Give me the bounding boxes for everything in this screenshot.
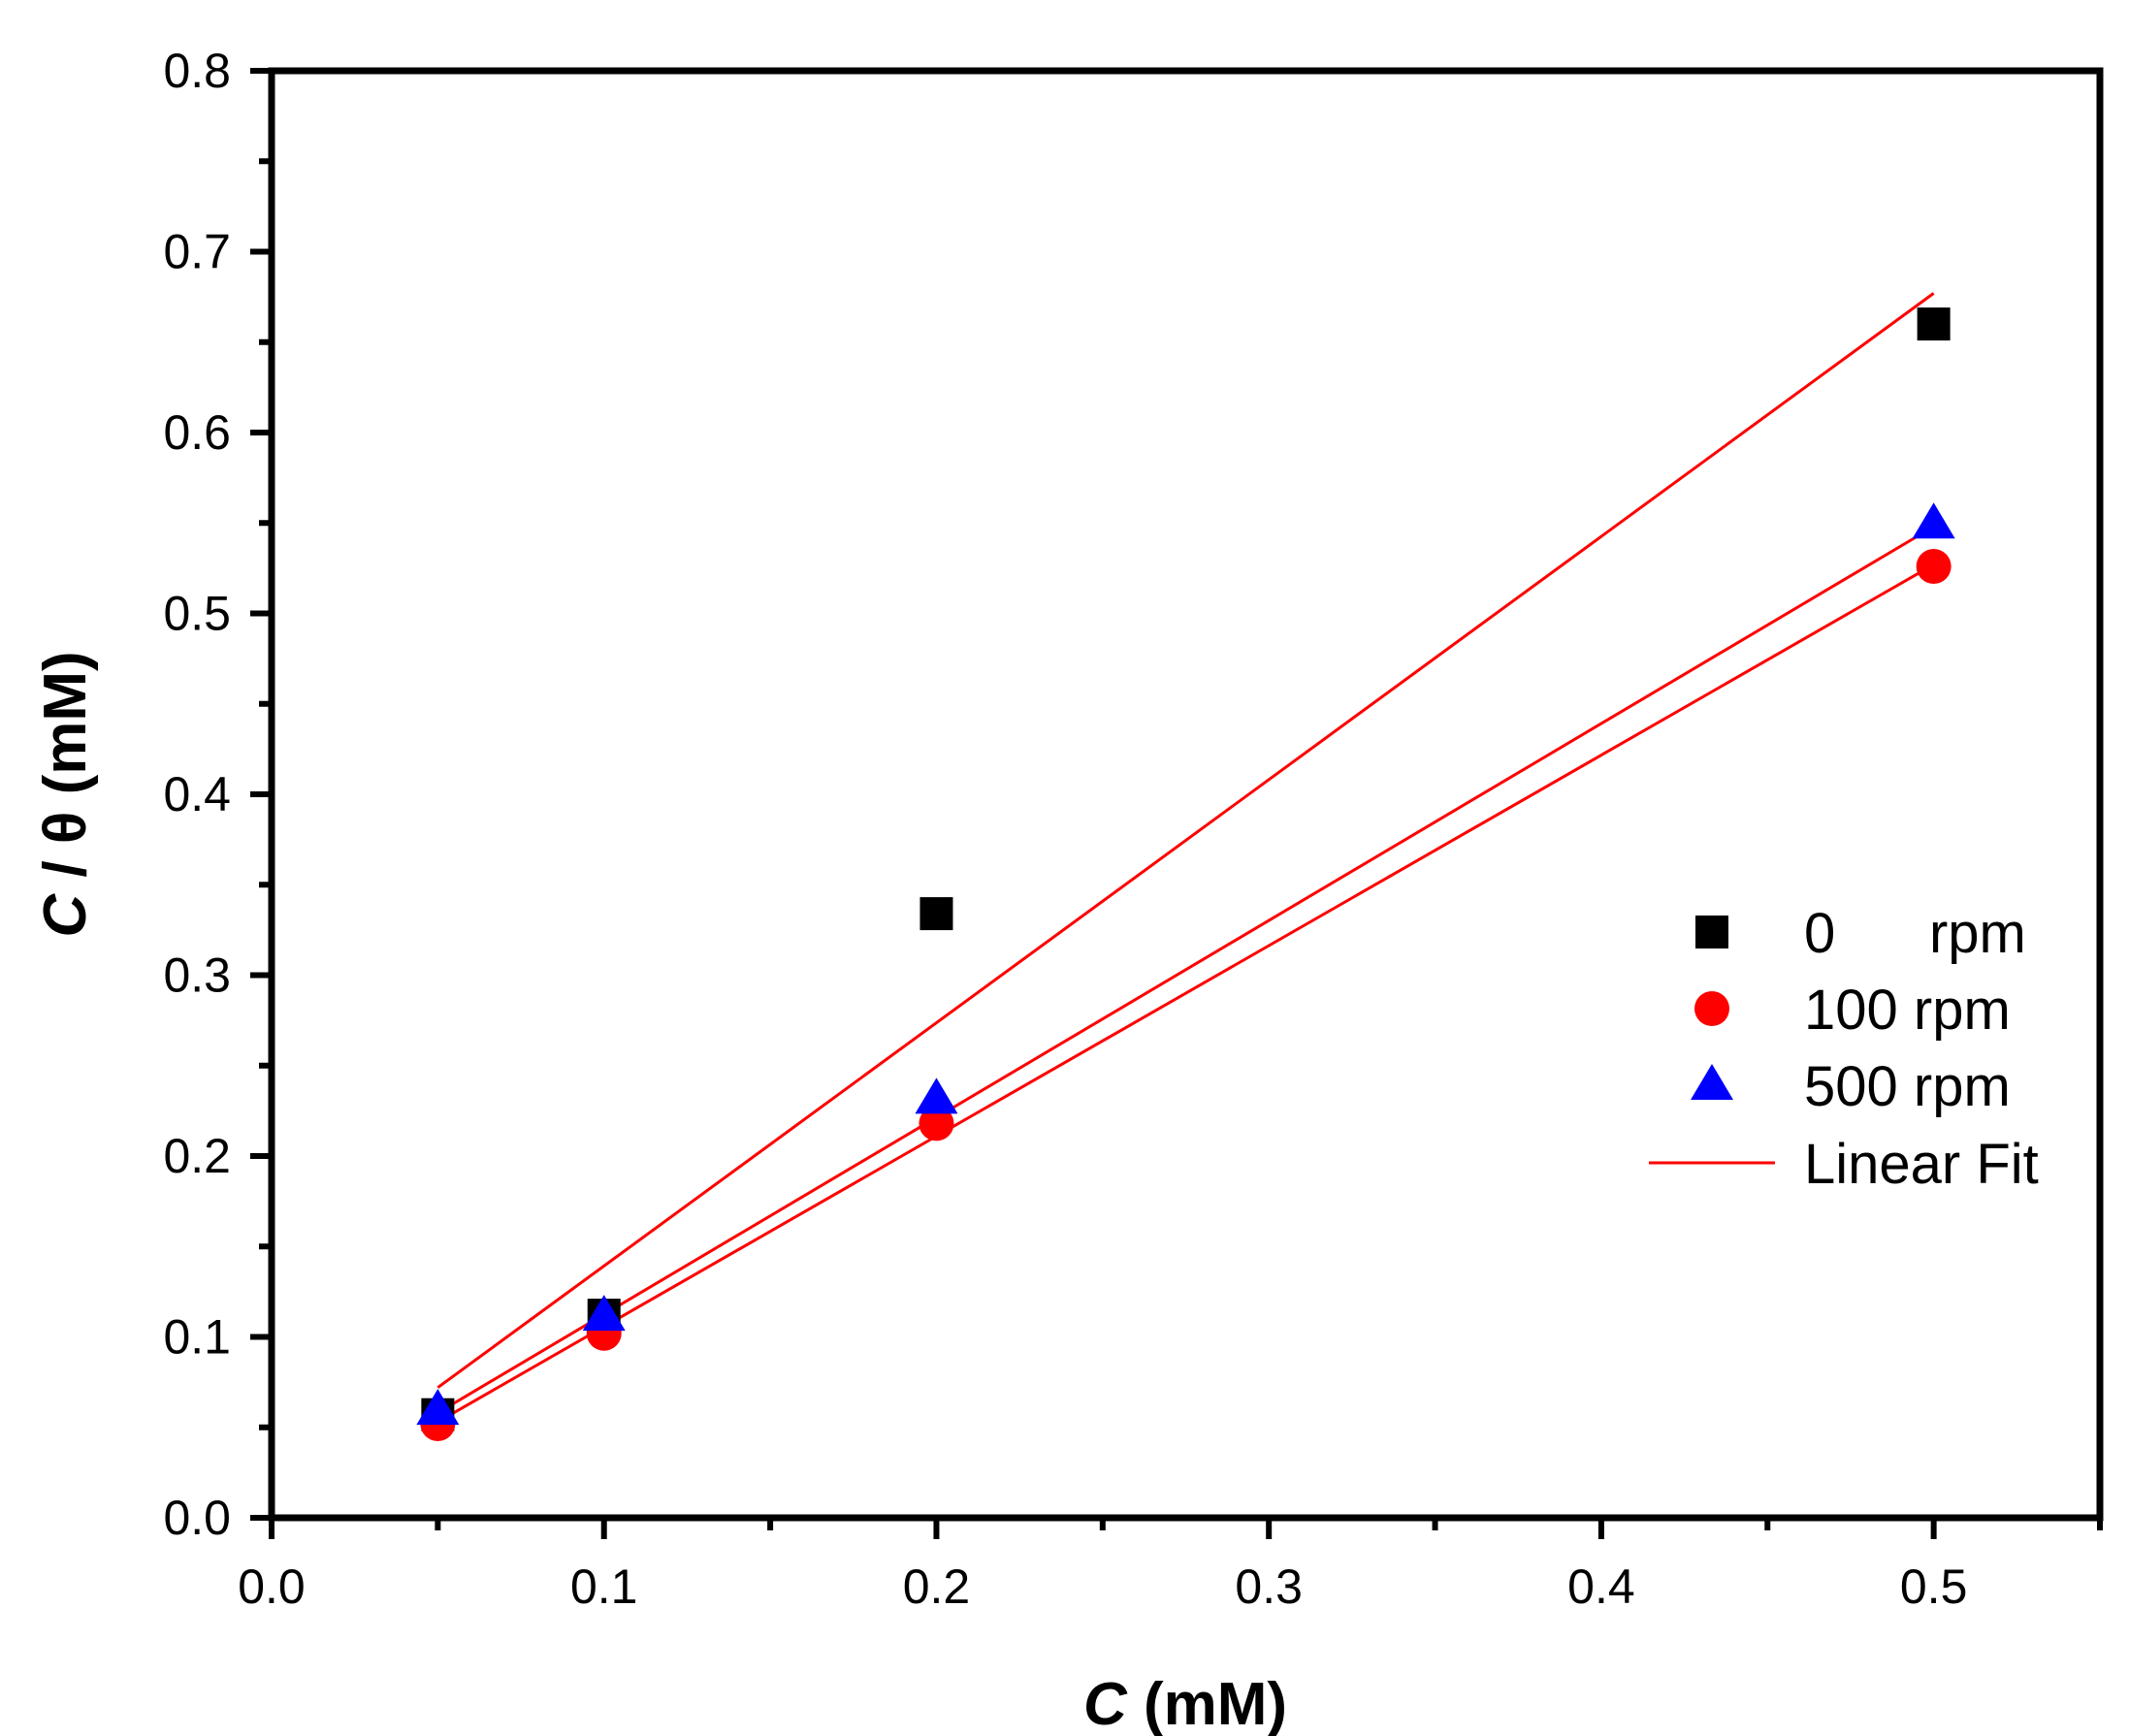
legend-label-0rpm: 0 rpm	[1804, 902, 2026, 965]
x-tick-label: 0.5	[1900, 1559, 1968, 1614]
data-point-triangle	[582, 1295, 626, 1332]
plot-frame	[268, 67, 2104, 1522]
x-tick-label: 0.4	[1567, 1559, 1635, 1614]
y-tick-label: 0.4	[163, 767, 231, 821]
y-tick-label: 0.7	[163, 225, 231, 279]
data-point-triangle	[915, 1077, 958, 1114]
fit-line-series-1	[436, 563, 1935, 1424]
legend-marker-circle	[1694, 991, 1729, 1026]
data-point-square	[919, 897, 953, 931]
x-tick-label: 0.2	[903, 1559, 971, 1614]
y-tick-label: 0.6	[163, 405, 231, 460]
data-point-circle	[919, 1106, 954, 1141]
plot-area	[268, 67, 2104, 1522]
data-points	[416, 307, 1955, 1442]
fit-line-series-0	[436, 292, 1935, 1389]
legend-marker-triangle	[1691, 1064, 1733, 1100]
y-tick-label: 0.3	[163, 948, 231, 1003]
legend: 0 rpm 100 rpm 500 rpm Linear Fit	[1649, 902, 2039, 1196]
legend-label-100rpm: 100 rpm	[1804, 979, 2011, 1042]
axis-ticks: 0.0 0.1 0.2 0.3 0.4 0.5 0.0 0.1 0.2 0.3 0.4 0.5 0.6 0…	[163, 44, 2103, 1614]
data-point-triangle	[1912, 502, 1955, 539]
y-tick-label: 0.1	[163, 1310, 231, 1365]
legend-label-linear-fit: Linear Fit	[1804, 1133, 2039, 1196]
x-axis-title: C (mM)	[1083, 1671, 1287, 1736]
fit-line-series-2	[436, 525, 1935, 1415]
y-tick-label: 0.0	[163, 1491, 231, 1545]
x-tick-label: 0.1	[570, 1559, 638, 1614]
data-point-circle	[1916, 549, 1952, 585]
y-tick-label: 0.8	[163, 44, 231, 98]
x-tick-label: 0.3	[1235, 1559, 1303, 1614]
y-tick-label: 0.2	[163, 1129, 231, 1183]
y-tick-label: 0.5	[163, 587, 231, 641]
fit-lines	[436, 292, 1935, 1424]
legend-label-500rpm: 500 rpm	[1804, 1055, 2011, 1118]
x-tick-label: 0.0	[238, 1559, 306, 1614]
data-point-triangle	[416, 1389, 460, 1426]
legend-marker-square	[1695, 916, 1728, 948]
y-axis-title: C / θ (mM)	[32, 651, 99, 937]
data-point-square	[1917, 307, 1951, 341]
